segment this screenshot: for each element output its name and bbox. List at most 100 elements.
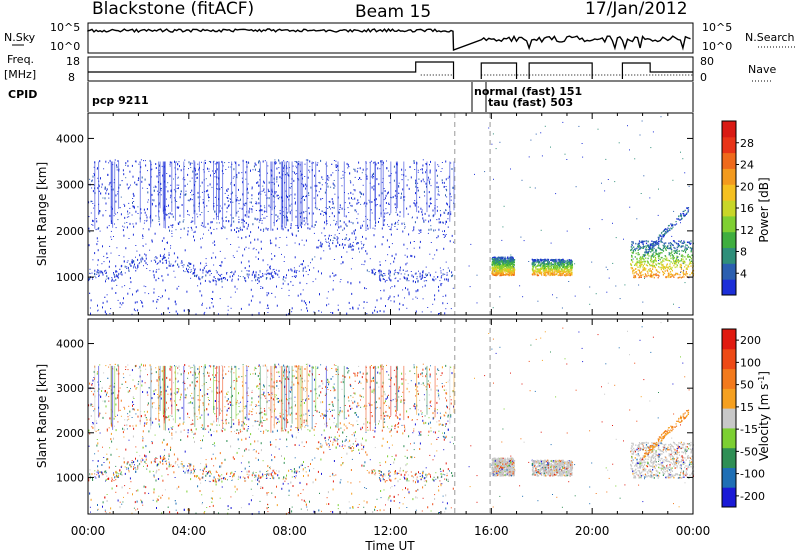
scatter-point — [422, 164, 424, 167]
scatter-point — [655, 260, 657, 263]
scatter-point — [647, 252, 650, 254]
scatter-point — [570, 267, 572, 270]
scatter-point — [275, 272, 277, 274]
scatter-point — [348, 197, 350, 200]
scatter-point — [199, 196, 201, 198]
scatter-point — [333, 187, 335, 189]
scatter-point — [440, 272, 442, 274]
scatter-point — [322, 210, 324, 212]
scatter-point — [267, 228, 269, 229]
scatter-point — [421, 274, 423, 277]
scatter-point — [548, 270, 550, 272]
scatter-point — [675, 249, 677, 252]
scatter-streak — [171, 161, 173, 212]
scatter-point — [219, 210, 221, 213]
scatter-point — [307, 265, 309, 267]
scatter-point — [231, 191, 233, 194]
scatter-point — [290, 186, 292, 187]
scatter-point — [211, 256, 213, 259]
scatter-point — [99, 160, 101, 163]
scatter-point — [552, 271, 554, 274]
scatter-point — [351, 292, 353, 295]
scatter-point — [226, 211, 228, 213]
scatter-point — [682, 258, 684, 260]
scatter-point — [205, 258, 207, 260]
scatter-point — [676, 272, 678, 275]
scatter-point — [674, 266, 676, 269]
scatter-point — [679, 219, 682, 221]
scatter-point — [92, 219, 93, 222]
scatter-point — [639, 266, 641, 269]
scatter-point — [567, 272, 569, 274]
scatter-point — [677, 259, 679, 261]
scatter-point — [444, 186, 445, 188]
scatter-point — [201, 212, 203, 213]
scatter-point — [560, 259, 562, 262]
scatter-point — [652, 263, 654, 265]
scatter-point — [135, 245, 137, 246]
scatter-point — [393, 273, 395, 276]
scatter-point — [690, 242, 692, 245]
scatter-point — [178, 265, 180, 268]
scatter-point — [669, 253, 671, 255]
scatter-point — [122, 225, 124, 227]
scatter-point — [307, 176, 309, 179]
scatter-point — [190, 198, 192, 201]
scatter-point — [491, 272, 493, 275]
scatter-point — [283, 215, 285, 216]
scatter-point — [267, 188, 269, 190]
scatter-point — [497, 265, 499, 268]
scatter-point — [232, 255, 234, 257]
scatter-point — [305, 222, 307, 224]
scatter-point — [256, 182, 258, 184]
scatter-point — [649, 243, 651, 245]
scatter-point — [176, 206, 178, 209]
scatter-point — [358, 202, 360, 203]
scatter-streak — [325, 161, 327, 226]
scatter-point — [430, 228, 432, 231]
scatter-point — [354, 168, 356, 171]
scatter-point — [277, 219, 278, 221]
scatter-point — [96, 243, 98, 246]
scatter-point — [635, 271, 638, 273]
scatter-point — [279, 237, 281, 238]
scatter-point — [251, 208, 253, 211]
scatter-point — [167, 214, 169, 216]
scatter-point — [234, 270, 236, 273]
scatter-point — [199, 214, 201, 216]
scatter-point — [632, 258, 634, 260]
scatter-point — [276, 191, 277, 193]
scatter-point — [115, 213, 117, 215]
scatter-point — [669, 260, 671, 262]
scatter-point — [637, 249, 639, 251]
scatter-point — [375, 272, 376, 273]
scatter-point — [646, 252, 648, 254]
scatter-point — [509, 272, 512, 275]
scatter-point — [162, 259, 164, 261]
scatter-point — [219, 274, 221, 276]
scatter-point — [187, 227, 189, 229]
scatter-point — [162, 257, 164, 260]
scatter-point — [244, 277, 246, 280]
power-x-ticks — [87, 113, 694, 315]
scatter-point — [664, 245, 666, 247]
scatter-point — [334, 193, 336, 195]
scatter-point — [271, 253, 272, 255]
scatter-point — [168, 262, 170, 264]
scatter-point — [295, 234, 297, 237]
scatter-point — [147, 170, 148, 172]
scatter-point — [227, 188, 229, 191]
scatter-point — [652, 248, 654, 250]
scatter-point — [663, 265, 665, 268]
scatter-point — [433, 279, 435, 282]
scatter-point — [561, 307, 563, 309]
scatter-point — [372, 176, 374, 179]
scatter-point — [493, 261, 495, 263]
scatter-point — [259, 170, 261, 173]
scatter-point — [228, 204, 230, 207]
scatter-streak — [266, 161, 268, 214]
scatter-point — [372, 311, 374, 314]
scatter-point — [535, 260, 537, 262]
scatter-point — [275, 269, 277, 271]
scatter-point — [233, 272, 235, 274]
